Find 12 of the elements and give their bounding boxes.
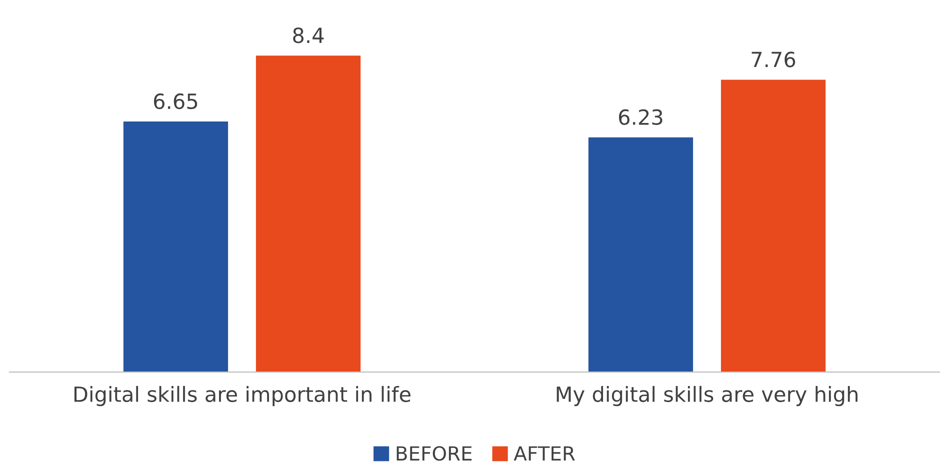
bar <box>588 137 694 372</box>
data-label: 6.23 <box>619 109 662 125</box>
bar <box>720 80 826 372</box>
legend-label: BEFORE <box>396 446 472 461</box>
data-label: 6.65 <box>154 93 198 110</box>
bar <box>256 56 361 372</box>
bar <box>123 122 228 372</box>
x-tick-label: My digital skills are very high <box>556 386 858 406</box>
x-tick-label: Digital skills are important in life <box>74 386 410 406</box>
legend-label: AFTER <box>514 446 575 460</box>
data-label: 7.76 <box>752 52 796 68</box>
data-label: 8.4 <box>293 27 324 44</box>
